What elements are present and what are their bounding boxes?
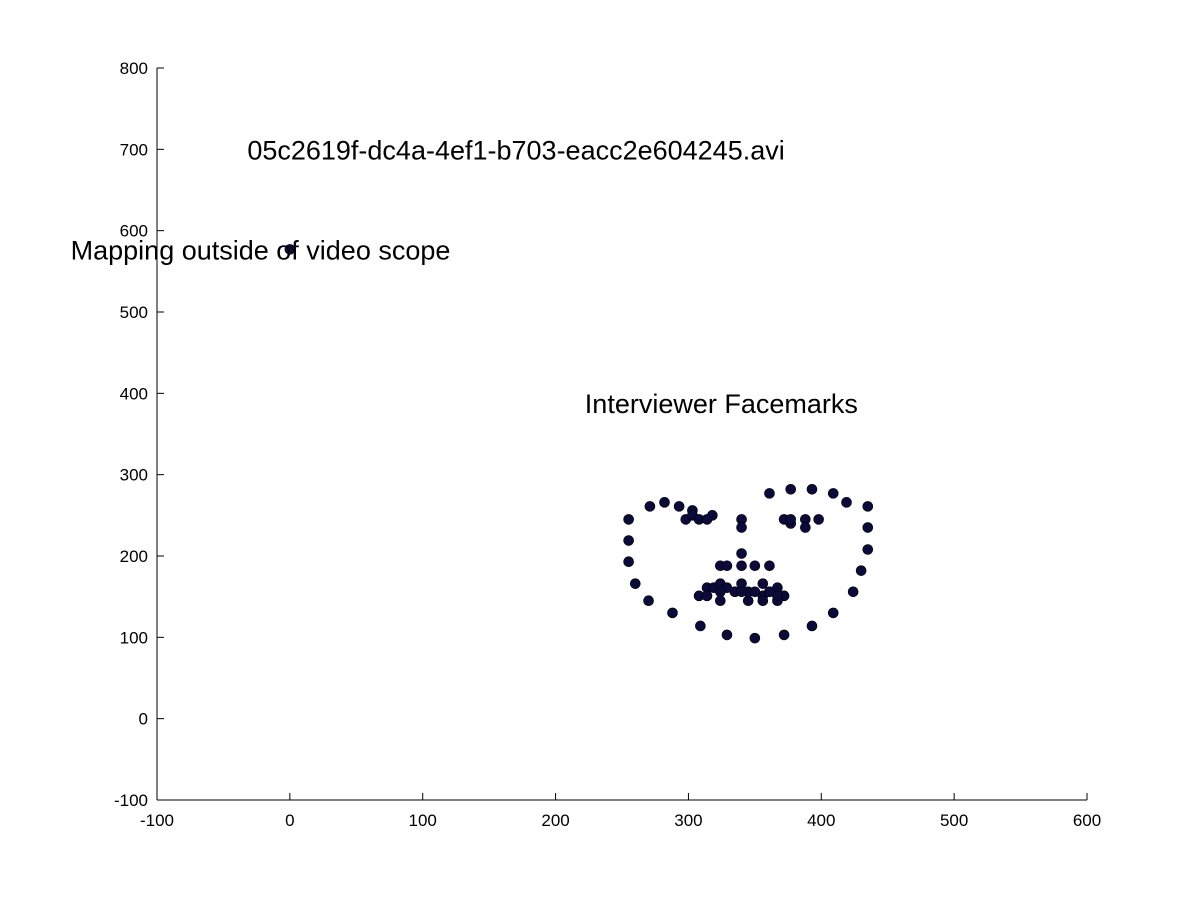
- y-tick-label: 400: [120, 384, 148, 403]
- data-point: [284, 244, 296, 255]
- data-point: [701, 514, 713, 525]
- data-point: [701, 590, 713, 602]
- data-point: [862, 544, 874, 555]
- annotation-label: 05c2619f-dc4a-4ef1-b703-eacc2e604245.avi: [247, 135, 784, 165]
- data-point: [785, 484, 797, 495]
- tick-group: -100 0 100 200 300 400 500 600 -100 0 100 200 300 400…: [114, 59, 1101, 830]
- data-point: [736, 522, 747, 533]
- data-point: [715, 586, 726, 598]
- data-point: [827, 607, 839, 619]
- data-point: [643, 595, 654, 607]
- y-tick-label: 0: [139, 710, 148, 729]
- data-point: [800, 522, 811, 533]
- data-point: [742, 595, 754, 607]
- data-point: [659, 497, 670, 508]
- data-point: [827, 488, 839, 499]
- x-tick-label: -100: [140, 811, 174, 830]
- y-tick-label: 100: [120, 628, 148, 647]
- data-point: [862, 501, 874, 512]
- data-point: [764, 560, 775, 572]
- data-point: [749, 632, 761, 644]
- data-point: [736, 586, 747, 598]
- data-point: [778, 629, 790, 641]
- data-point: [623, 514, 634, 525]
- data-point: [841, 497, 852, 508]
- y-tick-label: 300: [120, 466, 148, 485]
- annotation-label: Mapping outside of video scope: [71, 235, 451, 265]
- y-tick-label: 800: [120, 59, 148, 78]
- x-tick-label: 600: [1073, 811, 1101, 830]
- y-tick-label: 200: [120, 547, 148, 566]
- data-point: [673, 501, 685, 512]
- data-point: [757, 595, 769, 607]
- data-point: [667, 607, 678, 619]
- data-point: [644, 501, 656, 512]
- x-tick-label: 300: [674, 811, 702, 830]
- data-point: [695, 620, 706, 632]
- y-tick-label: -100: [114, 791, 148, 810]
- x-tick-label: 0: [285, 811, 294, 830]
- data-point: [623, 556, 634, 567]
- axes: [156, 68, 1087, 801]
- data-point: [736, 548, 747, 559]
- data-point: [749, 560, 761, 572]
- y-tick-label: 700: [120, 140, 148, 159]
- x-tick-label: 200: [541, 811, 569, 830]
- data-point: [764, 488, 775, 499]
- data-point: [749, 586, 761, 598]
- data-point: [806, 484, 818, 495]
- data-point: [847, 586, 859, 598]
- x-tick-label: 100: [409, 811, 437, 830]
- data-point: [855, 565, 867, 576]
- data-point: [629, 578, 641, 589]
- x-tick-label: 500: [940, 811, 968, 830]
- data-point: [862, 522, 874, 533]
- data-point: [757, 578, 769, 589]
- annotations: 05c2619f-dc4a-4ef1-b703-eacc2e604245.avi…: [71, 135, 858, 419]
- y-tick-label: 600: [120, 222, 148, 241]
- data-point: [721, 560, 733, 572]
- y-tick-label: 500: [120, 303, 148, 322]
- data-point: [772, 590, 783, 602]
- annotation-label: Interviewer Facemarks: [585, 389, 858, 419]
- x-tick-label: 400: [807, 811, 835, 830]
- data-point: [736, 560, 747, 572]
- data-point: [813, 514, 824, 525]
- data-point: [623, 535, 634, 546]
- data-point: [715, 595, 726, 607]
- data-points: [284, 244, 874, 644]
- data-point: [721, 629, 733, 641]
- data-point: [806, 620, 818, 632]
- data-point: [785, 514, 797, 525]
